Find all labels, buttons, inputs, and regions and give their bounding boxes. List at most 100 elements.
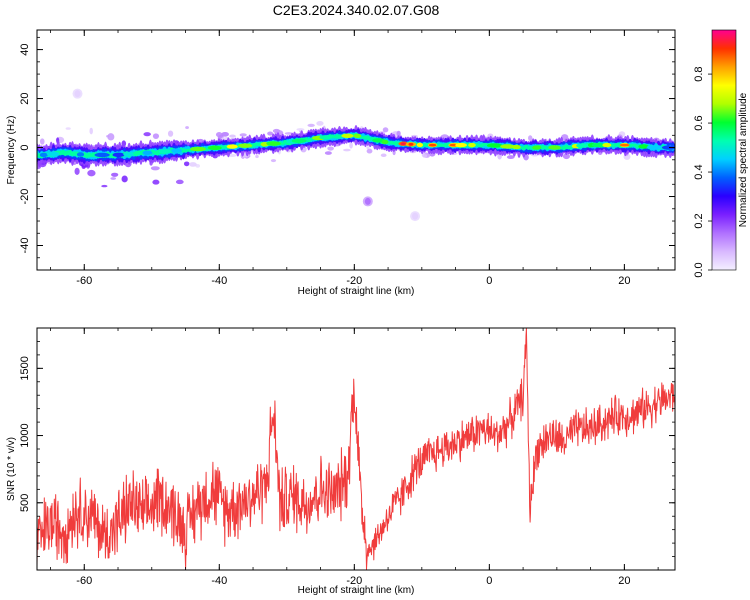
x-tick-label: 0 <box>486 575 492 587</box>
spectrogram-hotspot <box>226 144 238 149</box>
y-tick-label: 500 <box>19 494 31 512</box>
spectrogram-speckle <box>422 154 428 158</box>
spectrogram-hotspot <box>468 142 476 148</box>
spectrogram-speckle <box>221 131 229 137</box>
x-tick-label: 0 <box>486 275 492 287</box>
x-tick-label: -40 <box>211 575 227 587</box>
spectrogram-hotspot <box>266 141 281 146</box>
spectrogram-hotspot <box>207 145 222 151</box>
spectrogram-marks <box>37 88 675 222</box>
snr-series-line <box>37 328 675 570</box>
spectrogram-hotspot <box>238 143 253 148</box>
spectrogram-speckle <box>189 162 197 167</box>
spectrogram-speckle <box>185 126 189 130</box>
spectrogram-speckle <box>150 166 160 171</box>
spectrogram-speckle <box>270 159 277 163</box>
spectrogram-speckle <box>380 153 387 157</box>
spectrogram-speckle <box>107 133 115 141</box>
spectrogram-hotspot <box>548 145 561 150</box>
x-tick-label: -60 <box>76 275 92 287</box>
snr-panel: -60 -40 -20 0 20 500 1000 1500 Height of straig… <box>6 327 676 596</box>
spectrogram-blob <box>412 212 419 220</box>
spectrogram-speckle <box>143 132 151 137</box>
spectrogram-speckle <box>316 121 324 126</box>
spectrogram-speckle <box>307 123 315 127</box>
spectrogram-speckle <box>39 138 45 145</box>
snr-marks <box>37 328 675 570</box>
colorbar-tick-label: 0.0 <box>693 262 705 277</box>
spectrogram-speckle <box>167 130 174 137</box>
spectrogram-hotspot <box>123 151 134 157</box>
x-tick-label: 20 <box>618 575 630 587</box>
y-tick-label: 20 <box>19 92 31 104</box>
spectrogram-speckle <box>87 169 96 177</box>
spectrogram-y-axis-label: Frequency (Hz) <box>6 116 17 185</box>
y-tick-label: 1000 <box>19 423 31 447</box>
spectrogram-hotspot <box>381 139 389 145</box>
spectrogram-speckle <box>101 184 108 188</box>
spectrogram-hotspot <box>341 133 354 139</box>
colorbar-tick-label: 0.4 <box>693 164 705 179</box>
spectrogram-speckle <box>110 177 117 180</box>
spectrogram-speckle <box>121 175 128 183</box>
spectrogram-hotspot <box>576 143 589 148</box>
spectrogram-speckle <box>366 148 373 154</box>
spectrogram-speckle <box>74 167 80 175</box>
spectrogram-hotspot <box>592 142 606 148</box>
figure-title: C2E3.2024.340.02.07.G08 <box>272 2 440 18</box>
spectrogram-speckle <box>255 155 259 159</box>
spectrogram-hotspot <box>486 143 503 148</box>
y-tick-label: 40 <box>19 43 31 55</box>
spectrogram-hotspot <box>67 151 80 156</box>
colorbar-label: Normalized spectral amplitude <box>738 92 749 227</box>
spectrogram-speckle <box>324 151 332 155</box>
spectrogram-hotspot <box>158 149 172 154</box>
spectrogram-frame <box>36 29 676 271</box>
spectrogram-panel: -60 -40 -20 0 20 -40 -20 0 20 40 Height of straig… <box>6 29 676 297</box>
x-tick-label: -40 <box>211 275 227 287</box>
spectrogram-hotspot <box>39 152 48 158</box>
spectrogram-peak <box>619 143 630 147</box>
spectrogram-speckle <box>152 133 160 139</box>
spectrogram-speckle <box>183 161 190 167</box>
spectrogram-speckle <box>506 155 515 160</box>
spectrogram-hotspot <box>661 145 675 150</box>
y-tick-label: 1500 <box>19 356 31 380</box>
spectrogram-hotspot <box>532 145 542 150</box>
spectrogram-hotspot <box>142 150 153 155</box>
spectrogram-peak <box>408 142 414 146</box>
colorbar-ticks: 0.0 0.2 0.4 0.6 0.8 <box>693 66 712 278</box>
spectrogram-hotspot <box>291 138 307 144</box>
spectrogram-speckle <box>528 135 533 141</box>
spectrogram-speckle <box>239 133 247 137</box>
spectrogram-speckle <box>215 131 223 138</box>
y-tick-label: -40 <box>19 238 31 254</box>
spectrogram-speckle <box>267 131 274 136</box>
snr-x-axis-label: Height of straight line (km) <box>298 585 415 596</box>
spectrogram-speckle <box>349 142 353 149</box>
spectrogram-hotspot <box>171 148 183 153</box>
spectrogram-hotspot <box>46 151 60 156</box>
snr-axes: -60 -40 -20 0 20 500 1000 1500 <box>19 327 675 587</box>
y-tick-label: 0 <box>19 144 31 150</box>
spectrogram-speckle <box>152 179 160 185</box>
spectrogram-speckle <box>284 132 293 135</box>
spectrogram-hotspot <box>455 142 467 148</box>
spectrogram-speckle <box>366 146 370 150</box>
spectrogram-hotspot <box>416 142 423 148</box>
x-tick-label: -20 <box>346 275 362 287</box>
spectrogram-hotspot <box>638 144 649 149</box>
spectrogram-hotspot <box>602 142 612 148</box>
spectrogram-hotspot <box>353 133 362 139</box>
spectrogram-hotspot <box>94 152 110 158</box>
x-tick-label: -20 <box>346 575 362 587</box>
colorbar-tick-label: 0.2 <box>693 213 705 228</box>
spectrogram-speckle <box>562 153 570 160</box>
spectrogram-speckle <box>561 134 569 141</box>
colorbar-tick-label: 0.6 <box>693 115 705 130</box>
spectrogram-speckle <box>382 127 389 133</box>
spectrogram-speckle <box>111 172 119 177</box>
spectrogram-speckle <box>229 134 236 138</box>
y-tick-label: -20 <box>19 189 31 205</box>
spectrogram-blob <box>364 197 371 205</box>
